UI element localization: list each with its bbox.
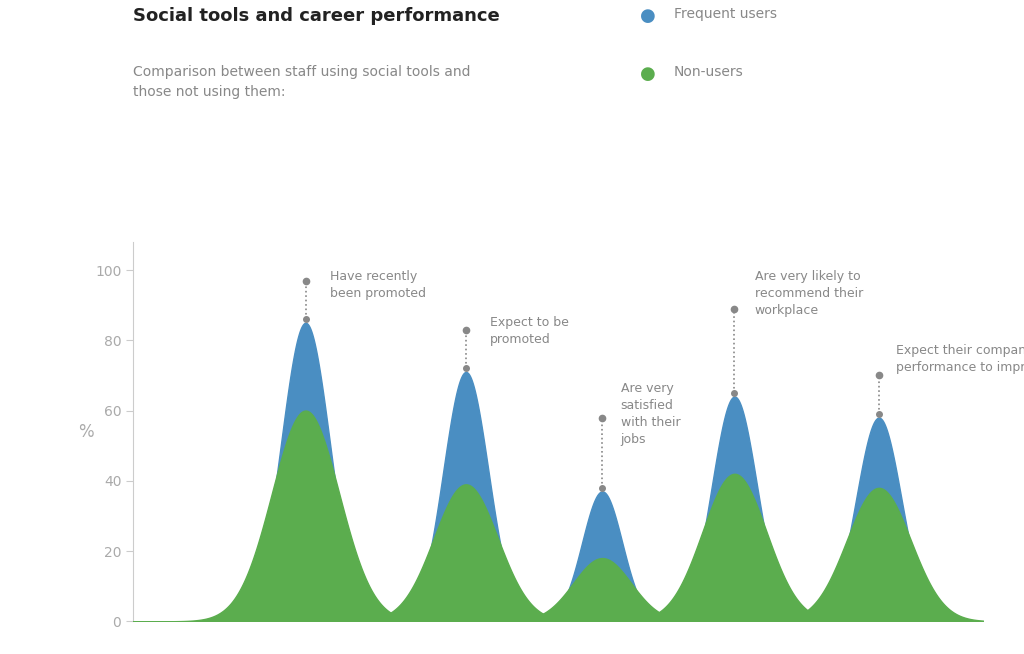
Text: Frequent users: Frequent users xyxy=(674,7,777,20)
Text: Expect their company's
performance to improve: Expect their company's performance to im… xyxy=(896,344,1024,374)
Text: Social tools and career performance: Social tools and career performance xyxy=(133,7,500,25)
Text: %: % xyxy=(79,422,94,441)
Text: Non-users: Non-users xyxy=(674,65,743,79)
Text: ●: ● xyxy=(640,65,655,84)
Text: Expect to be
promoted: Expect to be promoted xyxy=(489,316,568,346)
Text: Have recently
been promoted: Have recently been promoted xyxy=(330,270,426,300)
Text: Comparison between staff using social tools and
those not using them:: Comparison between staff using social to… xyxy=(133,65,471,99)
Text: ●: ● xyxy=(640,7,655,25)
Text: Are very
satisfied
with their
jobs: Are very satisfied with their jobs xyxy=(621,383,680,447)
Text: Are very likely to
recommend their
workplace: Are very likely to recommend their workp… xyxy=(755,270,863,317)
